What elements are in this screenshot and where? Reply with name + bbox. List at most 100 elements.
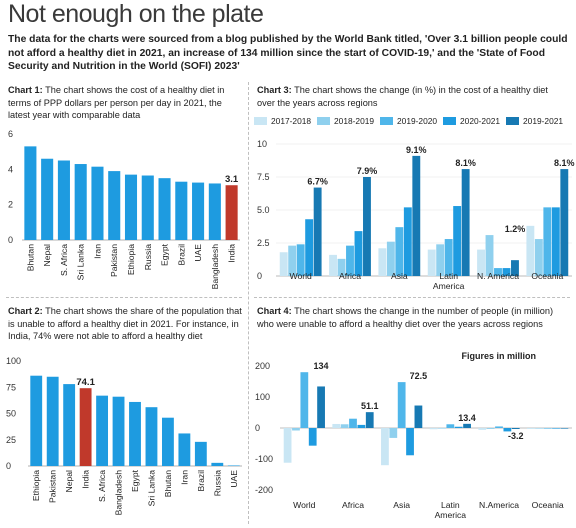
bar bbox=[389, 428, 398, 438]
bar bbox=[543, 428, 552, 429]
bar bbox=[79, 388, 92, 466]
category-label: Latin bbox=[439, 271, 458, 281]
bar bbox=[477, 249, 485, 276]
y-tick-label: 100 bbox=[255, 392, 270, 402]
category-label: Brazil bbox=[196, 470, 206, 492]
y-tick-label: -100 bbox=[255, 454, 273, 464]
category-label: Egypt bbox=[130, 469, 140, 492]
chart4-label: Chart 4: bbox=[257, 306, 292, 316]
chart3-caption: Chart 3: The chart shows the change (in … bbox=[257, 84, 567, 109]
bar bbox=[91, 166, 104, 240]
bar bbox=[192, 182, 205, 240]
category-label: Bangladesh bbox=[114, 470, 124, 516]
bar bbox=[41, 158, 54, 240]
legend-label: 2019-2021 bbox=[523, 116, 563, 126]
left-divider bbox=[6, 297, 242, 298]
bar bbox=[296, 244, 305, 276]
chart4-text: The chart shows the change in the number… bbox=[257, 306, 554, 329]
bar bbox=[406, 428, 414, 456]
bar bbox=[551, 207, 560, 276]
y-tick-label: 2.5 bbox=[257, 238, 270, 248]
category-label: N. America bbox=[477, 271, 519, 281]
category-label: Iran bbox=[179, 470, 189, 485]
data-label: 72.5 bbox=[410, 371, 428, 381]
category-label: Sri Lanka bbox=[76, 244, 86, 281]
bar bbox=[158, 178, 171, 240]
data-label: 13.4 bbox=[458, 413, 476, 423]
bar bbox=[46, 376, 59, 466]
y-tick-label: 25 bbox=[6, 435, 16, 445]
bar bbox=[357, 424, 366, 428]
chart2-text: The chart shows the share of the populat… bbox=[8, 306, 242, 341]
chart3-plot: 2017-2018 2018-2019 2019-2020 2020-2021 2019… bbox=[254, 116, 575, 291]
chart1-text: The chart shows the cost of a healthy di… bbox=[8, 85, 225, 120]
bar bbox=[300, 372, 309, 428]
y-tick-label: 0 bbox=[255, 423, 260, 433]
bar bbox=[436, 244, 445, 276]
bar bbox=[463, 423, 471, 428]
units-note: Figures in million bbox=[461, 351, 536, 361]
bar bbox=[444, 239, 453, 276]
y-tick-label: 4 bbox=[8, 164, 13, 174]
bar bbox=[543, 207, 552, 276]
bar bbox=[194, 441, 207, 466]
bar bbox=[145, 407, 158, 466]
data-label: 134 bbox=[314, 361, 329, 371]
data-label: 7.9% bbox=[357, 166, 378, 176]
bar bbox=[527, 428, 535, 429]
chart1-caption: Chart 1: The chart shows the cost of a h… bbox=[8, 84, 244, 122]
data-label: 1.2% bbox=[505, 224, 526, 234]
bar bbox=[96, 395, 109, 466]
bar bbox=[397, 382, 406, 428]
bar bbox=[386, 241, 395, 276]
bar bbox=[129, 401, 141, 466]
y-tick-label: -200 bbox=[255, 485, 273, 495]
category-label: World bbox=[293, 500, 316, 510]
data-label: 8.1% bbox=[455, 158, 476, 168]
category-label: Pakistan bbox=[109, 244, 119, 277]
category-label: Bangladesh bbox=[210, 244, 220, 290]
y-tick-label: 100 bbox=[6, 356, 21, 366]
bar bbox=[211, 462, 224, 466]
bar bbox=[414, 405, 423, 428]
bar bbox=[535, 428, 544, 429]
bar bbox=[429, 428, 438, 430]
category-label: India bbox=[81, 470, 91, 489]
y-tick-label: 10 bbox=[257, 139, 267, 149]
bar bbox=[365, 412, 374, 428]
category-label: Oceania bbox=[531, 271, 563, 281]
data-label: 9.1% bbox=[406, 145, 427, 155]
legend-swatch bbox=[380, 117, 393, 125]
page-subtitle: The data for the charts were sourced fro… bbox=[8, 34, 568, 72]
bar bbox=[454, 426, 463, 428]
category-label: UAE bbox=[229, 470, 239, 488]
bar bbox=[552, 428, 560, 429]
bar bbox=[63, 384, 76, 466]
bar bbox=[288, 245, 297, 276]
category-label: Egypt bbox=[160, 243, 170, 266]
category-label: India bbox=[227, 244, 237, 263]
category-label: Bhutan bbox=[163, 470, 173, 497]
vertical-divider bbox=[248, 82, 249, 524]
page-title: Not enough on the plate bbox=[8, 0, 264, 28]
bar bbox=[511, 428, 520, 429]
legend-label: 2018-2019 bbox=[334, 116, 374, 126]
category-label: Oceania bbox=[532, 500, 564, 510]
category-label: America bbox=[433, 281, 465, 291]
category-label: Iran bbox=[92, 244, 102, 259]
bar bbox=[378, 248, 387, 276]
bar bbox=[363, 177, 371, 276]
bar bbox=[346, 245, 354, 276]
category-label: Brazil bbox=[176, 244, 186, 266]
bar bbox=[340, 424, 349, 428]
y-tick-label: 5.0 bbox=[257, 205, 270, 215]
y-tick-label: 0 bbox=[257, 271, 262, 281]
bar bbox=[526, 225, 535, 276]
bar bbox=[511, 260, 519, 276]
bar bbox=[124, 174, 138, 240]
bar bbox=[354, 231, 363, 276]
legend-label: 2019-2020 bbox=[397, 116, 437, 126]
bar bbox=[494, 268, 502, 276]
category-label: Nepal bbox=[42, 244, 52, 267]
category-label: Africa bbox=[339, 271, 361, 281]
